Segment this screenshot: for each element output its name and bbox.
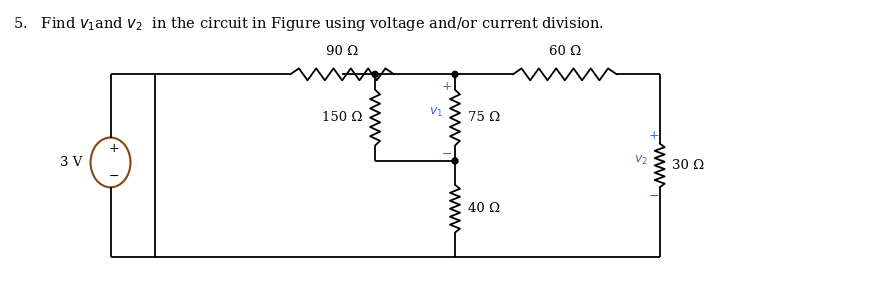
Text: $-$: $-$ (648, 189, 659, 202)
Text: −: − (108, 170, 119, 183)
Circle shape (452, 158, 458, 164)
Text: $-$: $-$ (441, 147, 452, 159)
Text: 150 Ω: 150 Ω (322, 111, 363, 124)
Text: 5.   Find $v_1$and $v_2$  in the circuit in Figure using voltage and/or current : 5. Find $v_1$and $v_2$ in the circuit in… (12, 15, 604, 33)
Text: 3 V: 3 V (60, 156, 83, 169)
Circle shape (452, 71, 458, 77)
Text: +: + (442, 80, 452, 93)
Text: 90 Ω: 90 Ω (326, 45, 358, 58)
Text: $v_1$: $v_1$ (429, 106, 443, 119)
Text: +: + (648, 129, 659, 142)
Text: 75 Ω: 75 Ω (468, 111, 500, 124)
Text: 60 Ω: 60 Ω (549, 45, 581, 58)
Text: 40 Ω: 40 Ω (468, 202, 500, 215)
Text: $v_2$: $v_2$ (633, 154, 647, 167)
Circle shape (372, 71, 378, 77)
Text: 30 Ω: 30 Ω (671, 159, 704, 172)
Text: +: + (108, 142, 119, 155)
